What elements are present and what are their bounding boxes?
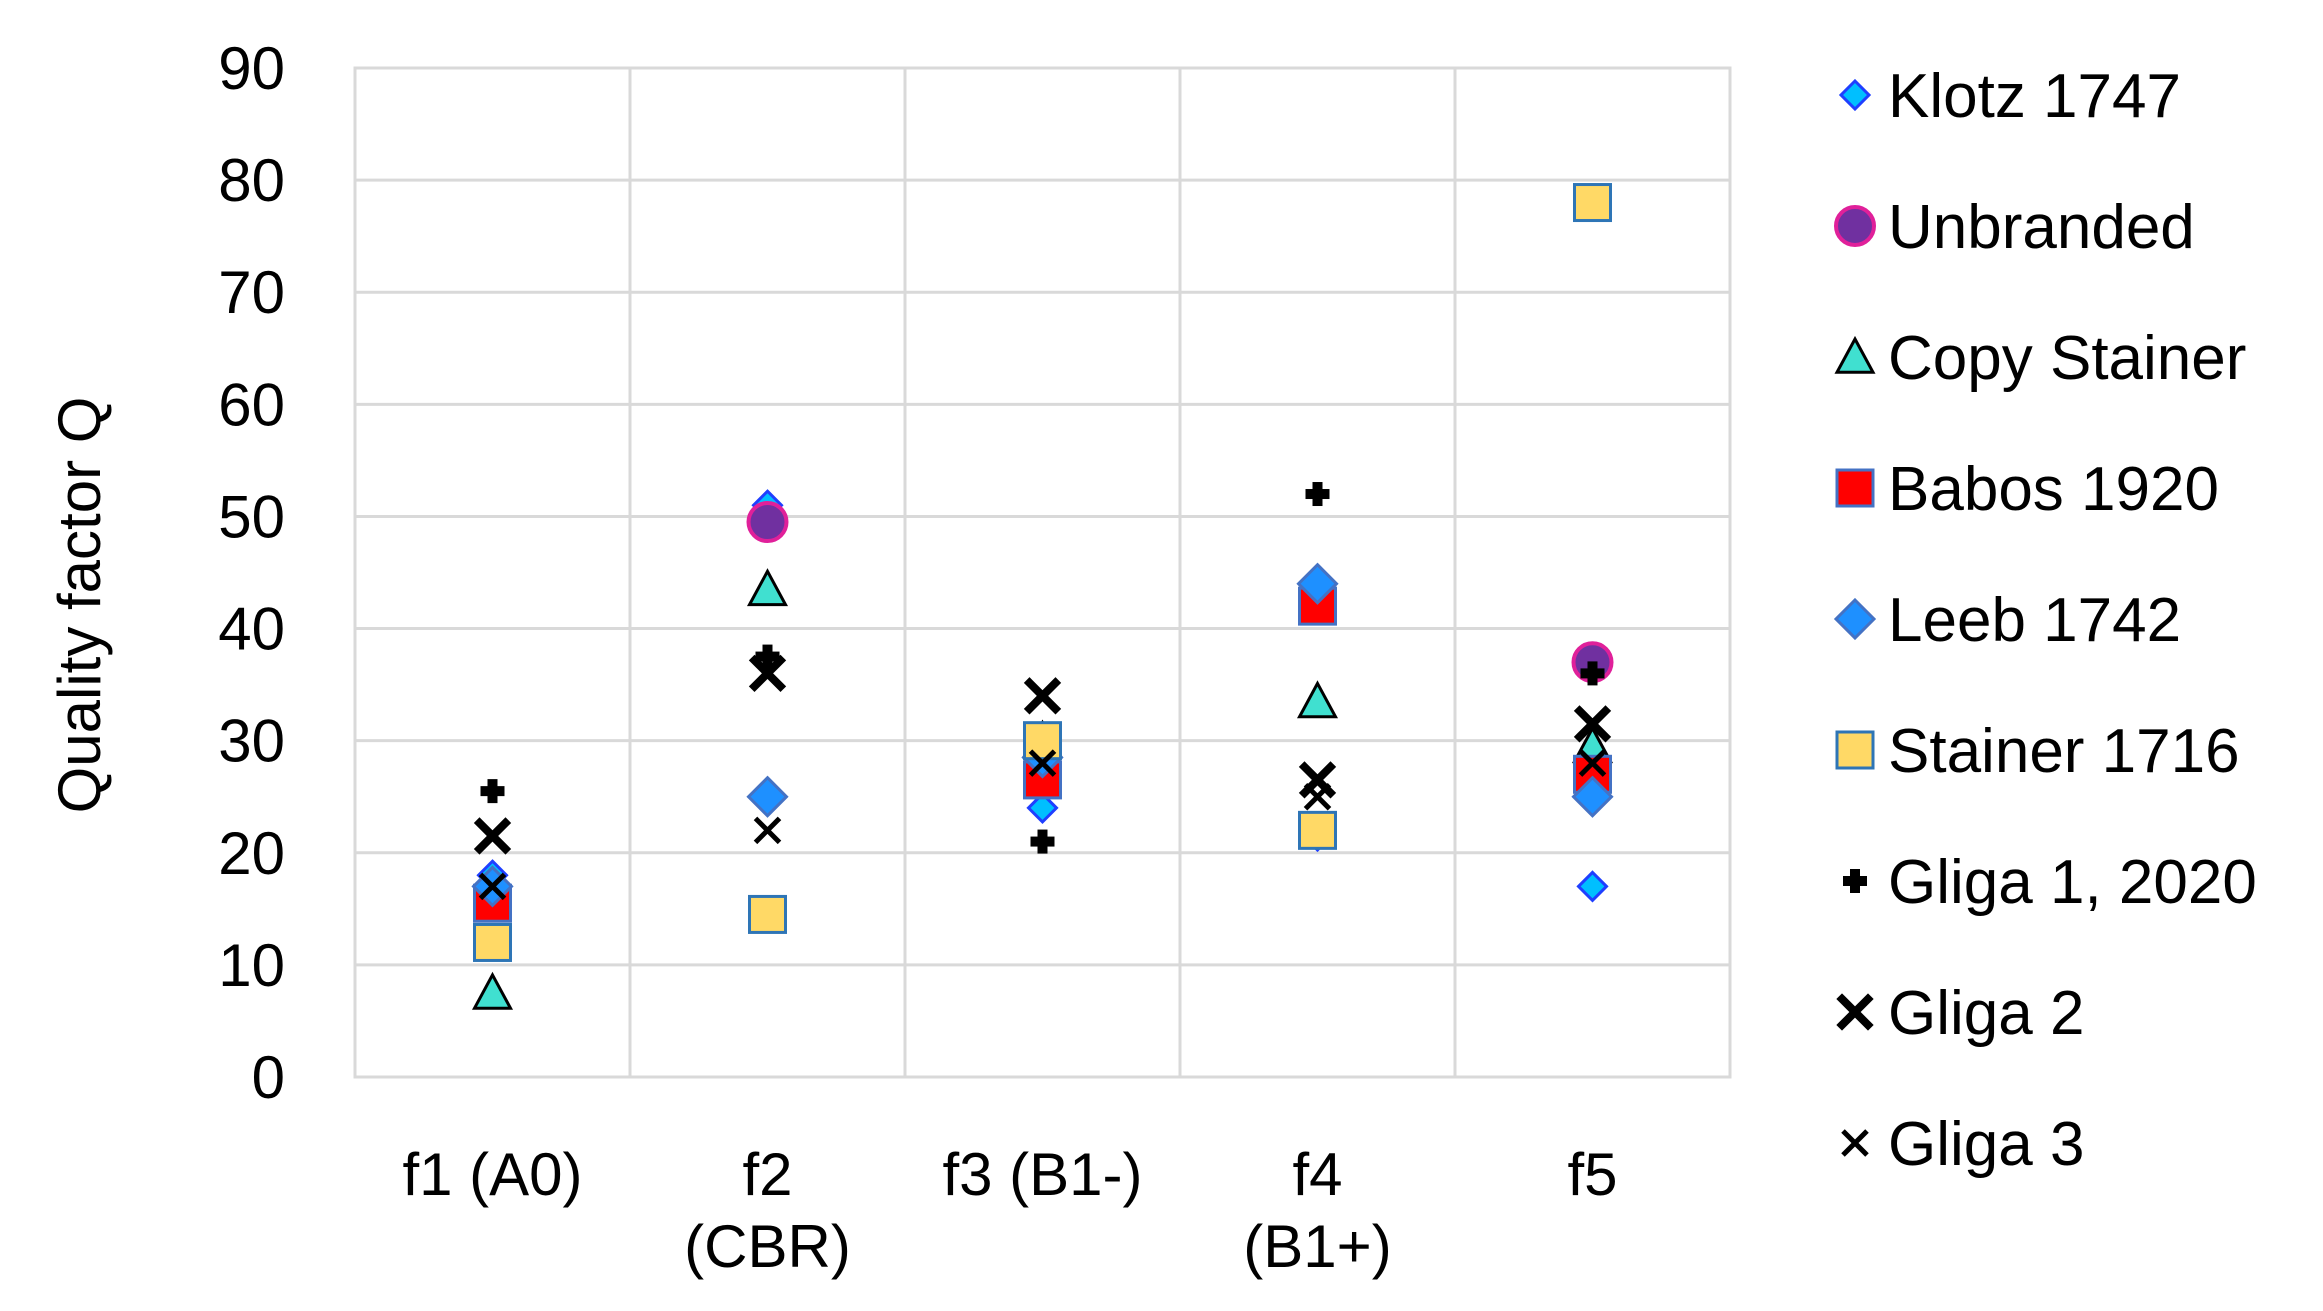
point-babos-1920-f4 [1298,586,1337,626]
point-gliga-3-f5 [1578,749,1607,777]
legend-item-stainer-1716: Stainer 1716 [1835,717,2240,786]
y-axis-title: Quality factor Q [46,397,113,814]
legend-label-klotz-1747: Klotz 1747 [1888,62,2181,131]
point-leeb-1742-f4 [1296,562,1339,605]
point-gliga-1-2020-f2 [755,644,780,669]
legend-marker-leeb-1742 [1833,597,1877,641]
legend-label-gliga-3: Gliga 3 [1888,1110,2084,1179]
legend-marker-stainer-1716 [1835,730,1875,770]
y-tick-label-10: 10 [218,932,285,999]
point-gliga-2-f5 [1573,705,1612,743]
legend-item-gliga-2: Gliga 2 [1836,979,2084,1048]
legend-label-unbranded: Unbranded [1888,193,2195,262]
point-gliga-2-f1 [473,817,512,855]
legend-label-copy-stainer: Copy Stainer [1888,324,2246,393]
point-copy-stainer-f2 [746,568,789,607]
point-stainer-1716-f1 [473,922,512,962]
y-tick-label-50: 50 [218,483,285,550]
legend-marker-unbranded [1834,205,1876,247]
y-tick-label-0: 0 [252,1044,285,1111]
legend-label-gliga-1-2020: Gliga 1, 2020 [1888,848,2257,917]
x-category-label-3: f3 (B1-) [942,1141,1142,1208]
point-gliga-1-2020-f4 [1305,482,1330,507]
x-category-label-2-line-2: (CBR) [684,1213,851,1280]
point-gliga-1-2020-f5 [1580,661,1605,686]
legend-label-gliga-2: Gliga 2 [1888,979,2084,1048]
legend-label-babos-1920: Babos 1920 [1888,455,2219,524]
x-category-label-1: f1 (A0) [402,1141,582,1208]
legend: Klotz 1747 Unbranded Copy Stainer Babos 192… [1833,62,2257,1179]
legend-item-leeb-1742: Leeb 1742 [1833,586,2181,655]
point-copy-stainer-f4 [1296,680,1339,719]
gridlines [353,66,1732,1079]
point-gliga-1-2020-f3 [1030,829,1055,854]
legend-label-stainer-1716: Stainer 1716 [1888,717,2240,786]
y-tick-label-30: 30 [218,708,285,775]
legend-item-copy-stainer: Copy Stainer [1834,324,2246,393]
y-axis-ticks: 0 10 20 30 40 50 60 70 80 90 [218,35,285,1111]
plot-border [353,66,1732,1079]
x-category-label-2: f2 [742,1141,792,1208]
legend-marker-copy-stainer [1834,335,1876,374]
x-category-label-5: f5 [1567,1141,1617,1208]
legend-marker-gliga-1-2020 [1843,869,1867,893]
legend-item-gliga-3: Gliga 3 [1841,1110,2084,1179]
point-leeb-1742-f2 [746,775,789,818]
x-axis-categories: f1 (A0) f2(CBR) f3 (B1-) f4(B1+) f5 [402,1141,1617,1280]
point-leeb-1742-f5 [1571,775,1614,818]
point-gliga-3-f1 [478,872,507,901]
legend-label-leeb-1742: Leeb 1742 [1888,586,2181,655]
series-gliga-3 [478,749,1607,901]
series-gliga-1-2020 [480,482,1605,854]
point-klotz-1747-f5 [1576,870,1609,903]
point-gliga-2-f3 [1023,677,1062,715]
plot-area [353,66,1732,1079]
legend-marker-klotz-1747 [1838,78,1872,112]
point-gliga-3-f2 [753,816,782,845]
legend-marker-babos-1920 [1835,468,1875,508]
y-tick-label-60: 60 [218,371,285,438]
point-gliga-1-2020-f1 [480,779,505,804]
legend-item-unbranded: Unbranded [1834,193,2195,262]
point-gliga-3-f4 [1303,782,1332,811]
legend-item-babos-1920: Babos 1920 [1835,455,2219,524]
x-category-label-4-line-2: (B1+) [1243,1213,1391,1280]
point-stainer-1716-f5 [1573,183,1612,223]
legend-marker-gliga-3 [1841,1129,1869,1157]
point-klotz-1747-f3 [1026,791,1059,825]
point-copy-stainer-f1 [471,971,514,1010]
y-tick-label-40: 40 [218,596,285,663]
data-points [471,183,1614,1010]
x-category-label-4: f4 [1292,1141,1342,1208]
legend-marker-gliga-2 [1836,993,1874,1031]
y-tick-label-80: 80 [218,147,285,214]
point-gliga-2-f2 [748,654,787,693]
legend-item-klotz-1747: Klotz 1747 [1838,62,2181,131]
y-tick-label-20: 20 [218,820,285,887]
legend-item-gliga-1-2020: Gliga 1, 2020 [1843,848,2257,917]
y-tick-label-90: 90 [218,35,285,102]
y-tick-label-70: 70 [218,259,285,326]
point-stainer-1716-f2 [748,894,787,934]
point-stainer-1716-f4 [1298,810,1337,850]
point-unbranded-f2 [746,501,789,544]
point-gliga-3-f3 [1028,749,1057,777]
